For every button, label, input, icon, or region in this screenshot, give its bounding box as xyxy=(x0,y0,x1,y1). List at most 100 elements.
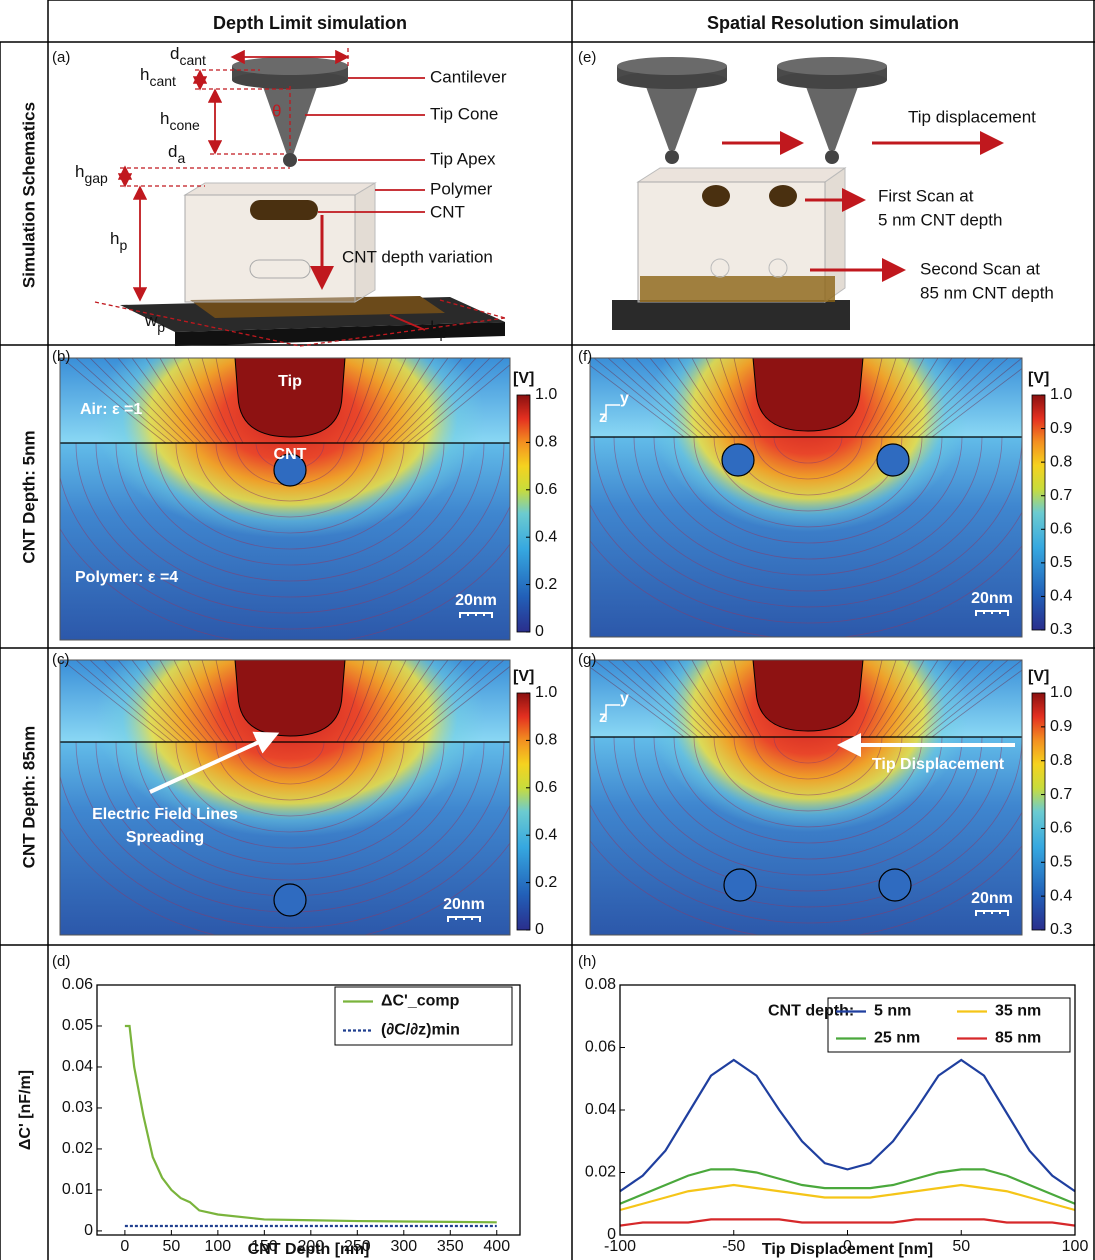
map-frame xyxy=(59,357,511,641)
field-line xyxy=(399,358,491,444)
field-line xyxy=(903,358,981,438)
field-line xyxy=(621,358,706,438)
panel-label: (h) xyxy=(578,953,596,970)
map-decor xyxy=(149,404,1015,922)
legend-label: ΔC'_comp xyxy=(381,993,460,1010)
field-line xyxy=(60,475,510,630)
cnt xyxy=(878,868,912,902)
colorbar-tick-label: 0.6 xyxy=(1050,820,1072,837)
map-frame xyxy=(589,357,1023,638)
dim-main: d xyxy=(170,44,179,63)
field-line xyxy=(882,660,939,738)
field-line xyxy=(924,660,1022,738)
field-line xyxy=(861,358,897,438)
scan-label: Second Scan at xyxy=(920,259,1040,278)
y-axis-title: ΔC' [nF/m] xyxy=(17,1070,34,1150)
dim-label: hcant xyxy=(140,65,176,88)
field-line xyxy=(131,660,202,743)
field-line xyxy=(406,358,505,444)
colorbar-tick-label: 1.0 xyxy=(535,684,557,701)
schematic-e xyxy=(612,57,1004,330)
dim-label: da xyxy=(168,142,185,165)
y-tick-label: 0.04 xyxy=(62,1058,93,1075)
angle-label: θ xyxy=(272,101,281,120)
field-line xyxy=(155,741,425,849)
field-line xyxy=(673,736,943,844)
row-label: Simulation Schematics xyxy=(19,102,38,288)
y-tick-label: 0.02 xyxy=(62,1140,93,1157)
field-line xyxy=(917,358,1009,438)
colorbar-unit: [V] xyxy=(1028,370,1049,387)
scale-label: 20nm xyxy=(971,590,1013,607)
field-line xyxy=(635,358,713,438)
panel-label: (f) xyxy=(578,348,592,365)
colorbar-tick-label: 0.5 xyxy=(1050,554,1072,571)
field-line xyxy=(691,358,741,438)
field-line xyxy=(350,660,393,743)
field-line xyxy=(371,660,435,743)
tip-label: Tip xyxy=(278,373,302,390)
field-line xyxy=(635,660,713,738)
motion-label: Tip displacement xyxy=(908,107,1036,126)
colorbar-unit: [V] xyxy=(1028,668,1049,685)
dim-main: L xyxy=(430,317,439,336)
x-tick-label: 100 xyxy=(205,1238,232,1255)
field-line xyxy=(385,358,463,444)
cnt xyxy=(723,868,757,902)
field-line xyxy=(89,358,181,444)
x-tick-label: 400 xyxy=(483,1238,510,1255)
field-line xyxy=(868,660,911,738)
tip xyxy=(234,660,346,737)
field-line xyxy=(103,358,188,444)
field-line xyxy=(868,358,911,438)
field-line xyxy=(677,660,734,738)
legend-label: 35 nm xyxy=(995,1003,1041,1020)
part-label: Tip Cone xyxy=(430,104,498,123)
header: Depth Limit simulation xyxy=(213,13,407,33)
field-line xyxy=(135,741,445,865)
field-line xyxy=(155,442,425,550)
y-tick-label: 0.08 xyxy=(585,976,616,993)
axis-glyph: y xyxy=(620,690,629,707)
dim-label: hcone xyxy=(160,109,200,132)
dim-sub: cant xyxy=(179,52,206,68)
schematic-a xyxy=(94,48,506,347)
colorbar-tick-label: 0.2 xyxy=(535,874,557,891)
legend-title: CNT depth: xyxy=(768,1003,854,1020)
colorbar-tick-label: 0.8 xyxy=(535,732,557,749)
field-line xyxy=(343,660,379,743)
field-line xyxy=(693,436,923,528)
field-line xyxy=(60,826,510,935)
dim-sub: cone xyxy=(169,117,200,133)
colorbar-unit: [V] xyxy=(513,370,534,387)
field-line xyxy=(882,358,939,438)
region-label: Air: ε =1 xyxy=(80,401,142,418)
field-line xyxy=(131,358,202,444)
tip xyxy=(752,358,864,432)
x-tick-label: 350 xyxy=(437,1238,464,1255)
field-line xyxy=(173,660,223,743)
field-map xyxy=(60,660,510,935)
field-line xyxy=(889,660,953,738)
field-line xyxy=(215,660,244,743)
panel-label: (a) xyxy=(52,49,70,66)
y-tick-label: 0.04 xyxy=(585,1101,616,1118)
colorbar-tick-label: 0.6 xyxy=(535,779,557,796)
field-map xyxy=(590,660,1022,935)
field-line xyxy=(195,741,385,817)
field-line xyxy=(917,660,1009,738)
field-map xyxy=(60,358,510,640)
row-label: CNT Depth: 5nm xyxy=(19,430,38,563)
field-line xyxy=(875,660,925,738)
scan-label: 85 nm CNT depth xyxy=(920,283,1054,302)
field-line xyxy=(215,358,244,444)
field-line xyxy=(649,358,720,438)
colorbar-tick-label: 0 xyxy=(535,623,544,640)
field-line xyxy=(175,741,405,833)
field-line xyxy=(61,358,167,444)
colorbar-tick-label: 1.0 xyxy=(535,386,557,403)
cnt-label: CNT xyxy=(274,446,307,463)
field-line xyxy=(336,358,365,444)
field-line xyxy=(378,358,449,444)
